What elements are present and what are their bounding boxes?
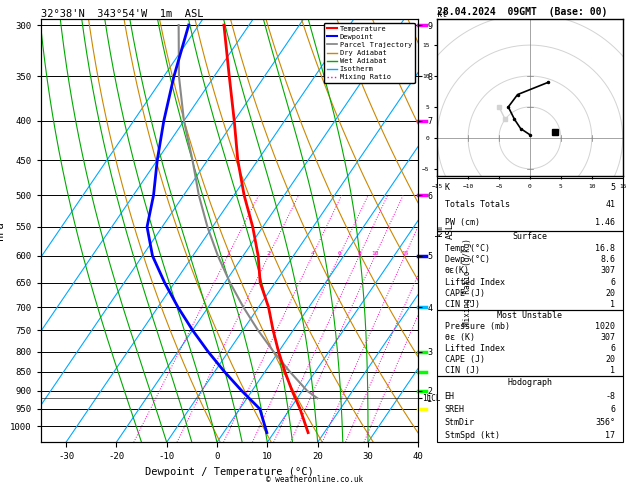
Text: 307: 307 xyxy=(600,266,615,275)
Text: CAPE (J): CAPE (J) xyxy=(445,289,484,298)
Text: StmSpd (kt): StmSpd (kt) xyxy=(445,431,499,440)
Legend: Temperature, Dewpoint, Parcel Trajectory, Dry Adiabat, Wet Adiabat, Isotherm, Mi: Temperature, Dewpoint, Parcel Trajectory… xyxy=(324,23,415,83)
Text: StmDir: StmDir xyxy=(445,418,474,427)
Text: Dewp (°C): Dewp (°C) xyxy=(445,255,489,264)
Text: 4: 4 xyxy=(310,251,314,256)
Text: 15: 15 xyxy=(401,251,408,256)
Text: 28.04.2024  09GMT  (Base: 00): 28.04.2024 09GMT (Base: 00) xyxy=(437,7,608,17)
Bar xyxy=(437,231,623,310)
Text: 32°38'N  343°54'W  1m  ASL: 32°38'N 343°54'W 1m ASL xyxy=(41,9,203,18)
Text: 1: 1 xyxy=(610,366,615,375)
Text: 307: 307 xyxy=(600,333,615,342)
Text: CIN (J): CIN (J) xyxy=(445,366,479,375)
Text: θε (K): θε (K) xyxy=(445,333,474,342)
Text: Pressure (mb): Pressure (mb) xyxy=(445,322,509,331)
Text: 8: 8 xyxy=(357,251,361,256)
Bar xyxy=(437,310,623,376)
Text: 6: 6 xyxy=(610,278,615,287)
Text: 20: 20 xyxy=(605,355,615,364)
Text: SREH: SREH xyxy=(445,405,465,414)
Y-axis label: hPa: hPa xyxy=(0,222,5,240)
Bar xyxy=(437,178,623,231)
Text: 16.8: 16.8 xyxy=(595,243,615,253)
Text: CIN (J): CIN (J) xyxy=(445,300,479,309)
Text: -8: -8 xyxy=(605,392,615,400)
Text: Surface: Surface xyxy=(513,232,547,241)
Text: Lifted Index: Lifted Index xyxy=(445,344,504,353)
Text: Totals Totals: Totals Totals xyxy=(445,200,509,209)
Text: 1.46: 1.46 xyxy=(595,218,615,227)
Text: Temp (°C): Temp (°C) xyxy=(445,243,489,253)
Text: K: K xyxy=(445,183,450,191)
Text: 6: 6 xyxy=(610,405,615,414)
Text: 1: 1 xyxy=(226,251,230,256)
X-axis label: Dewpoint / Temperature (°C): Dewpoint / Temperature (°C) xyxy=(145,467,314,477)
Text: Lifted Index: Lifted Index xyxy=(445,278,504,287)
Text: 41: 41 xyxy=(605,200,615,209)
Text: © weatheronline.co.uk: © weatheronline.co.uk xyxy=(266,474,363,484)
Text: 8.6: 8.6 xyxy=(600,255,615,264)
Text: PW (cm): PW (cm) xyxy=(445,218,479,227)
Text: CAPE (J): CAPE (J) xyxy=(445,355,484,364)
Text: 20: 20 xyxy=(605,289,615,298)
Text: 2: 2 xyxy=(267,251,270,256)
Text: 1020: 1020 xyxy=(595,322,615,331)
Y-axis label: km
ASL: km ASL xyxy=(435,223,455,239)
Text: EH: EH xyxy=(445,392,455,400)
Text: kt: kt xyxy=(437,10,447,19)
Text: 5: 5 xyxy=(610,183,615,191)
Text: 1: 1 xyxy=(610,300,615,309)
Text: θε(K): θε(K) xyxy=(445,266,470,275)
Text: 6: 6 xyxy=(610,344,615,353)
Text: Hodograph: Hodograph xyxy=(508,379,552,387)
Text: 17: 17 xyxy=(605,431,615,440)
Text: 1LCL: 1LCL xyxy=(422,394,440,403)
Text: Mixing Ratio (g/kg): Mixing Ratio (g/kg) xyxy=(463,238,472,326)
Text: 10: 10 xyxy=(371,251,379,256)
Bar xyxy=(437,376,623,442)
Text: 6: 6 xyxy=(337,251,341,256)
Text: Most Unstable: Most Unstable xyxy=(498,312,562,320)
Text: 356°: 356° xyxy=(595,418,615,427)
